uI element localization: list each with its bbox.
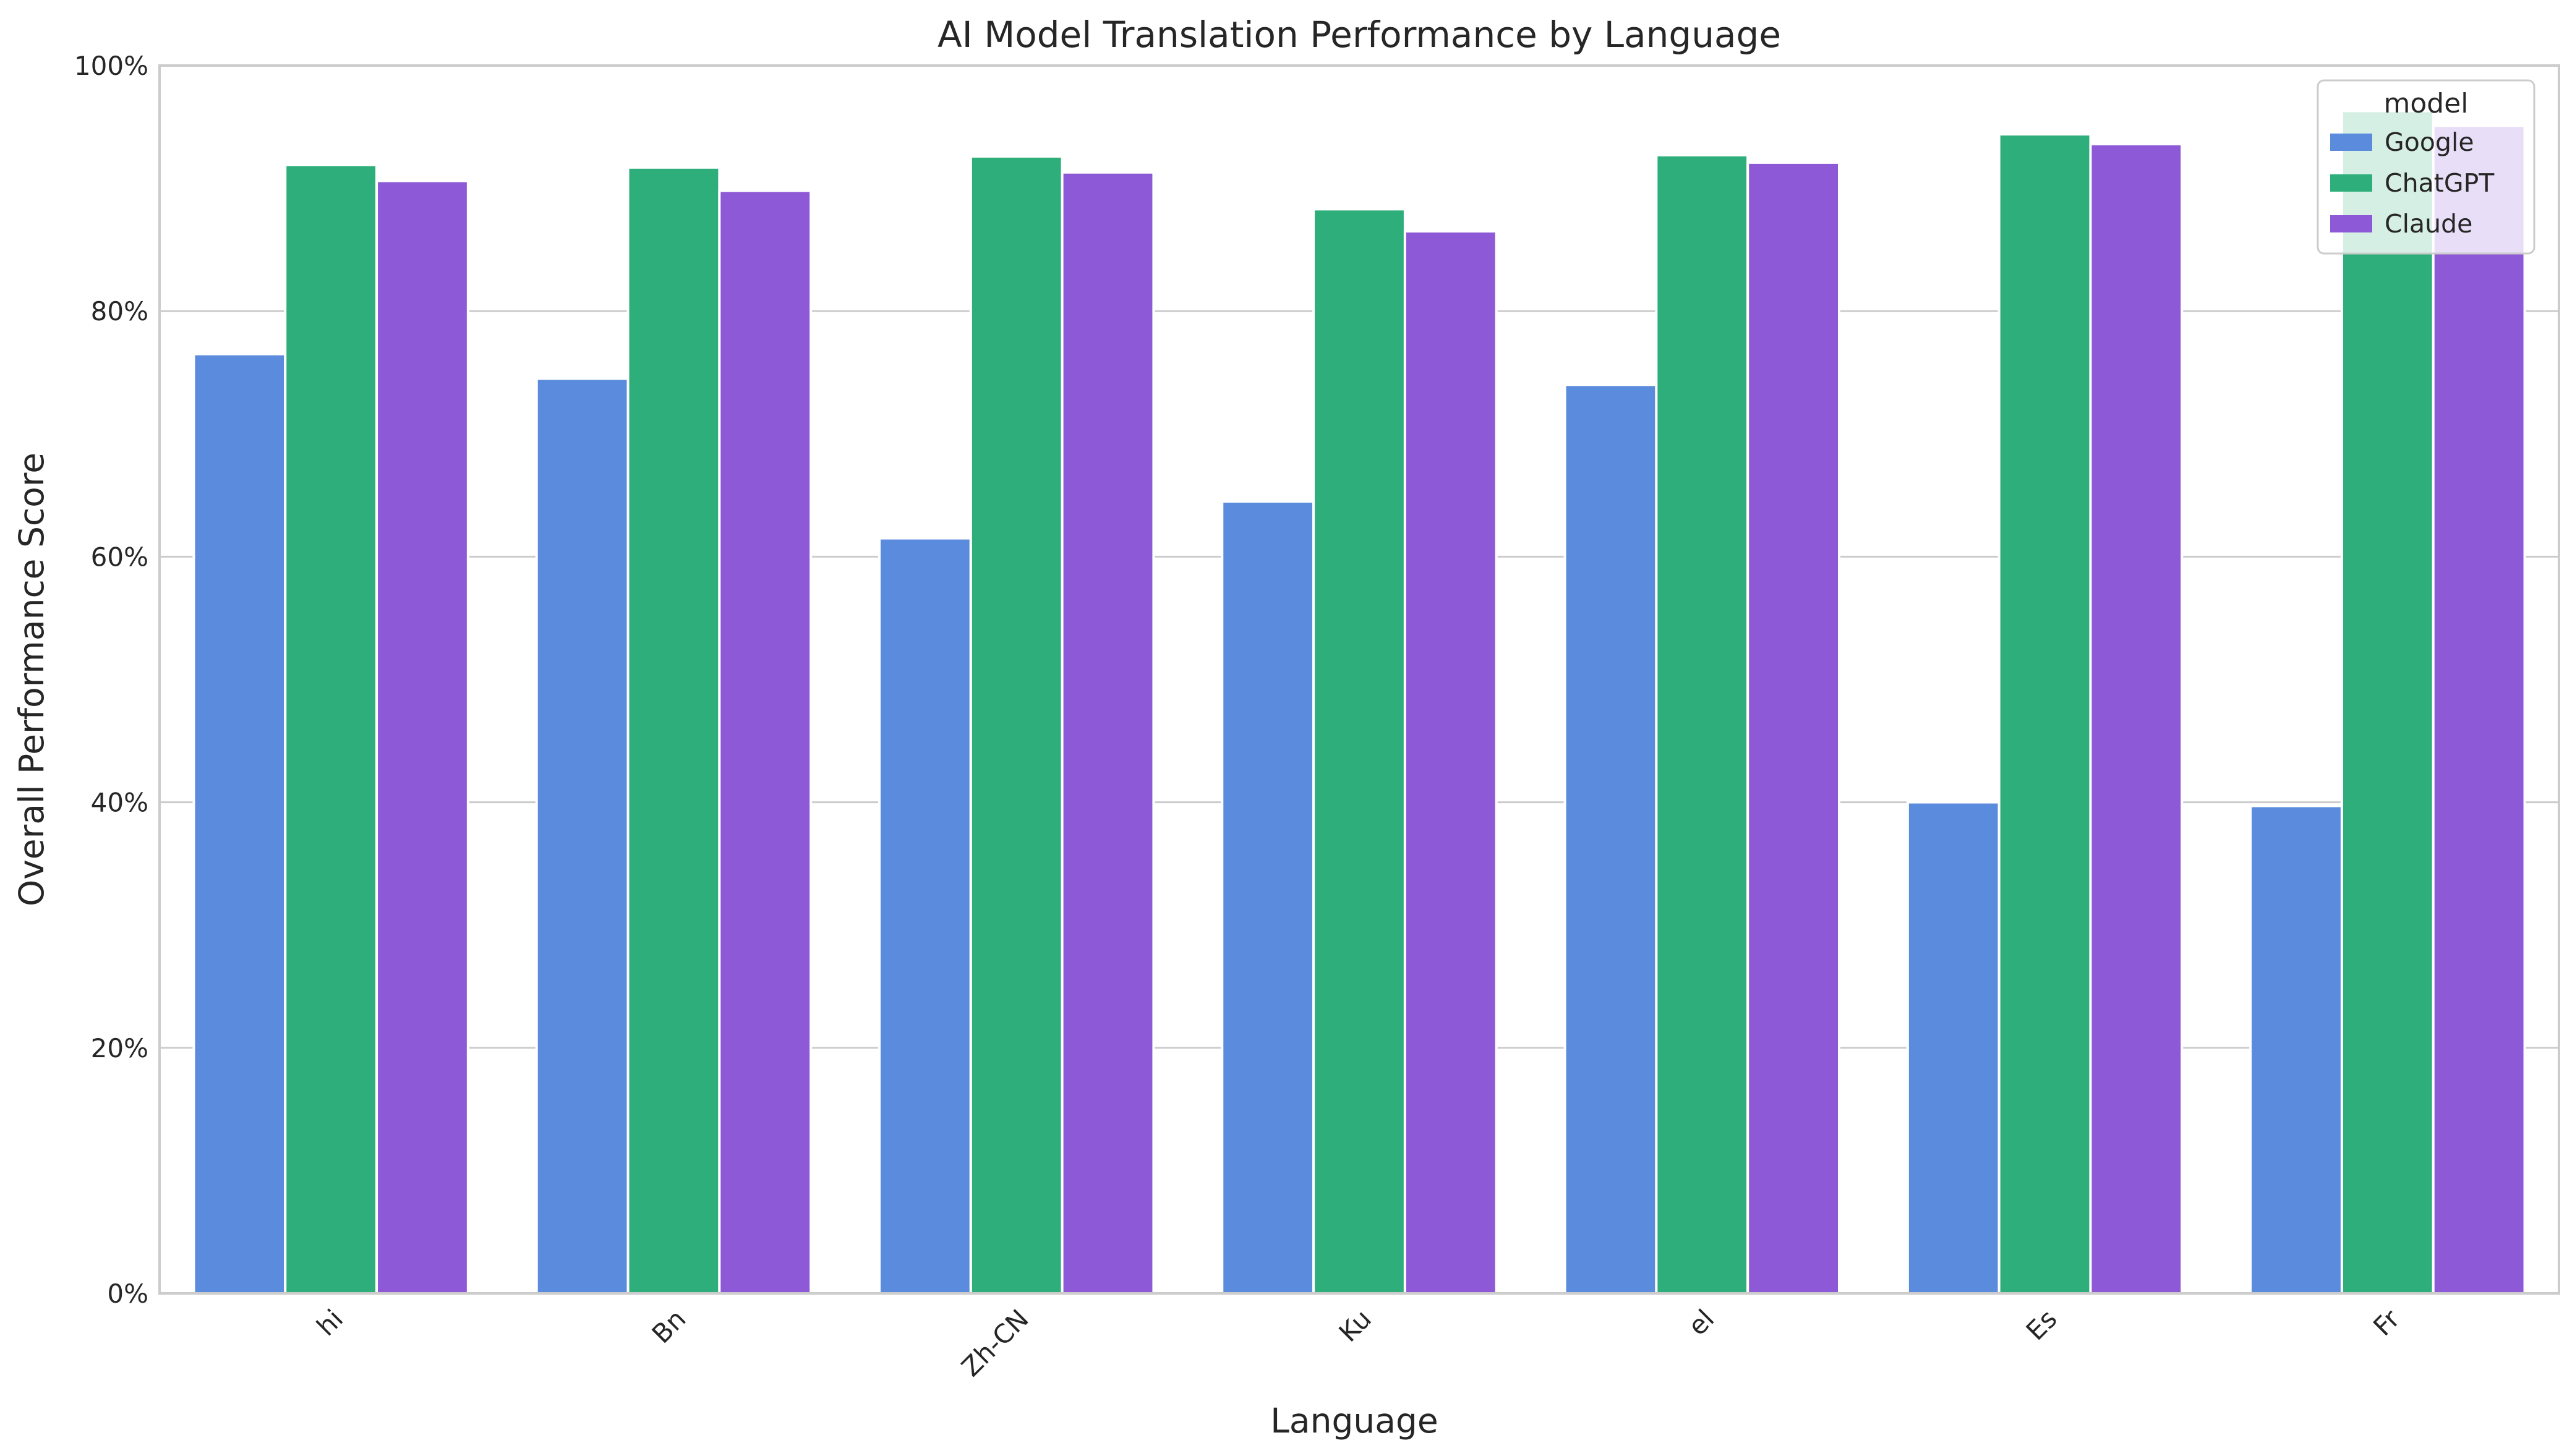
bar-google-zh-cn [878, 537, 972, 1295]
legend-label-google: Google [2385, 127, 2474, 157]
bar-google-ku [1221, 500, 1315, 1295]
y-tick-label: 20% [91, 1033, 148, 1063]
y-tick-label: 80% [91, 296, 148, 326]
bar-chatgpt-ku [1312, 208, 1406, 1295]
bar-chatgpt-fr [2340, 109, 2435, 1295]
bar-google-el [1563, 383, 1658, 1295]
bar-claude-es [2089, 143, 2184, 1295]
bar-claude-el [1746, 161, 1840, 1295]
y-tick-label: 100% [74, 51, 148, 81]
legend-title: model [2383, 88, 2468, 119]
legend-swatch-google [2330, 134, 2372, 151]
x-tick-label: Es [2020, 1303, 2063, 1346]
bar-chatgpt-el [1655, 153, 1749, 1295]
x-tick-label: el [1682, 1303, 1720, 1341]
bar-claude-fr [2432, 124, 2526, 1295]
y-tick-label: 40% [91, 788, 148, 818]
bar-claude-ku [1403, 230, 1498, 1295]
bar-chatgpt-bn [626, 166, 721, 1295]
x-axis-label: Language [1270, 1401, 1438, 1441]
y-axis-label: Overall Performance Score [12, 453, 51, 906]
bar-claude-zh-cn [1061, 171, 1155, 1295]
plot-frame [158, 64, 2560, 1295]
bar-chatgpt-zh-cn [969, 155, 1064, 1295]
legend: model Google ChatGPT Claude [2317, 79, 2535, 255]
bar-chatgpt-es [1997, 133, 2092, 1295]
legend-label-chatgpt: ChatGPT [2385, 168, 2495, 198]
bar-claude-hi [375, 179, 469, 1295]
x-tick-labels: hi Bn Zh-CN Ku el Es Fr [310, 1303, 2406, 1382]
bar-google-bn [535, 377, 630, 1295]
y-tick-label: 60% [91, 542, 148, 572]
bars [192, 109, 2526, 1295]
bar-claude-bn [718, 189, 813, 1295]
legend-swatch-claude [2330, 215, 2372, 232]
x-tick-label: hi [310, 1303, 349, 1342]
legend-label-claude: Claude [2385, 209, 2472, 239]
x-tick-label: Bn [646, 1303, 692, 1349]
x-tick-label: Zh-CN [955, 1303, 1034, 1382]
bar-google-es [1906, 801, 2001, 1295]
x-tick-label: Ku [1333, 1303, 1377, 1347]
legend-swatch-chatgpt [2330, 174, 2372, 192]
legend-frame [2317, 79, 2535, 255]
bar-google-fr [2249, 804, 2343, 1295]
bar-google-hi [192, 352, 287, 1295]
chart-title: AI Model Translation Performance by Lang… [938, 14, 1781, 56]
bar-chatgpt-hi [284, 163, 378, 1295]
x-tick-label: Fr [2367, 1303, 2406, 1342]
y-tick-label: 0% [107, 1279, 148, 1309]
y-tick-labels: 0% 20% 40% 60% 80% 100% [74, 51, 148, 1309]
legend-items: Google ChatGPT Claude [2330, 127, 2495, 239]
